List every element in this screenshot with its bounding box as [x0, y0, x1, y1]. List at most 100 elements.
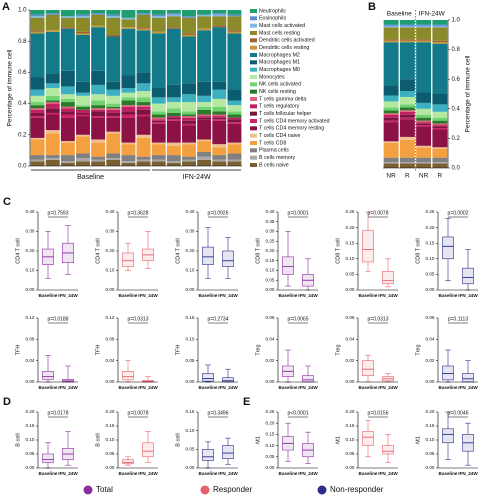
legend-label: NK cells activated: [259, 82, 301, 88]
x-tick-label: IFN_24W: [378, 293, 398, 298]
stack-segment: [60, 17, 75, 28]
stack-segment: [432, 128, 448, 130]
legend-label: Total: [96, 485, 113, 494]
x-tick-label: Baseline: [119, 471, 138, 476]
stack-segment: [76, 105, 90, 107]
stack-segment: [212, 25, 227, 28]
stack-segment: [383, 162, 399, 164]
stack-segment: [416, 125, 432, 127]
group-label: Baseline: [387, 11, 412, 18]
y-tick-label: 0.00: [26, 287, 35, 292]
x-tick-label: Baseline: [199, 293, 218, 298]
box: [202, 373, 214, 382]
x-tick-label: Baseline: [39, 471, 58, 476]
box: [42, 453, 54, 463]
stack-segment: [106, 112, 121, 117]
stack-segment: [76, 161, 90, 166]
stack-segment: [399, 96, 415, 105]
stack-segment: [136, 161, 151, 166]
stack-segment: [383, 114, 399, 118]
legend-label: Monocytes: [259, 74, 285, 80]
stack-segment: [106, 81, 121, 90]
stack-segment: [227, 117, 242, 120]
y-tick-label: 0.04: [26, 358, 35, 363]
stack-segment: [166, 14, 181, 17]
stack-segment: [383, 40, 399, 43]
stack-segment: [227, 123, 242, 143]
stack-segment: [197, 109, 212, 115]
p-value: p=0.3628: [128, 210, 149, 216]
p-value: p=0.0313: [368, 316, 389, 322]
y-tick-label: 0.15: [426, 240, 435, 245]
stack-segment: [212, 144, 227, 148]
y-tick-label: 0.00: [266, 379, 275, 384]
y-tick-label: 0.00: [186, 465, 195, 470]
y-tick-label: 0.10: [346, 437, 355, 442]
y-tick-label: 0.05: [346, 451, 355, 456]
legend-swatch: [250, 9, 257, 13]
legend-swatch: [250, 45, 257, 50]
y-axis-label: B cell: [95, 433, 101, 446]
stack-segment: [227, 119, 242, 123]
stack-segment: [166, 16, 181, 28]
stack-segment: [121, 114, 136, 118]
stack-segment: [121, 105, 136, 107]
stack-segment: [76, 109, 90, 113]
p-value: p=0.0188: [48, 316, 69, 322]
box: [122, 459, 134, 465]
legend-label: T cells regulatory: [259, 104, 300, 110]
box: [202, 449, 214, 461]
stack-segment: [166, 102, 181, 109]
legend-swatch: [250, 16, 257, 21]
y-tick-label: 0.10: [346, 256, 355, 261]
stack-segment: [151, 142, 166, 145]
stack-segment: [399, 110, 415, 112]
stack-segment: [45, 10, 60, 14]
y-tick-label: 0.20: [346, 409, 355, 414]
stack-segment: [151, 14, 166, 17]
stack-segment: [416, 42, 432, 93]
p-value: p=0.0178: [48, 410, 69, 416]
stack-segment: [121, 28, 136, 76]
legend-marker: [317, 485, 327, 495]
stack-segment: [106, 153, 121, 159]
y-tick-label: 0.40: [186, 209, 195, 214]
legend-swatch: [250, 111, 257, 116]
y-tick-label: 0.15: [266, 258, 275, 263]
p-value: p=0.0046: [448, 410, 469, 416]
stack-segment: [91, 111, 106, 117]
stack-segment: [383, 42, 399, 86]
stack-segment: [197, 14, 212, 17]
stack-segment: [60, 70, 75, 87]
group-label: IFN-24W: [419, 11, 446, 18]
stack-segment: [151, 111, 166, 115]
stack-segment: [30, 159, 45, 162]
stack-segment: [416, 39, 432, 41]
stack-segment: [383, 163, 399, 168]
y-axis-label: CD4 T cell: [95, 238, 101, 263]
stack-segment: [432, 157, 448, 163]
stack-segment: [227, 161, 242, 166]
stack-segment: [432, 25, 448, 28]
box: [302, 375, 314, 383]
legend-label: T cells CD4 memory resting: [259, 126, 324, 132]
y-tick-label: 0.15: [426, 423, 435, 428]
stack-segment: [212, 10, 227, 14]
stack-segment: [106, 133, 121, 154]
y-tick-label: 0.05: [426, 451, 435, 456]
legend-label: Mast cells resting: [259, 30, 300, 36]
stack-segment: [182, 156, 196, 160]
stack-segment: [136, 134, 151, 138]
y-tick-label: 1.0: [18, 8, 27, 14]
stack-segment: [76, 116, 90, 135]
stack-segment: [121, 92, 136, 98]
y-tick-label: 0.20: [426, 225, 435, 230]
stack-segment: [121, 162, 136, 166]
y-tick-label: 0.8: [18, 39, 27, 45]
stack-segment: [60, 10, 75, 17]
y-axis-label: M1: [415, 436, 421, 444]
stack-segment: [45, 112, 60, 115]
legend-label: NK cells resting: [259, 89, 296, 95]
y-tick-label: 0.30: [106, 229, 115, 234]
